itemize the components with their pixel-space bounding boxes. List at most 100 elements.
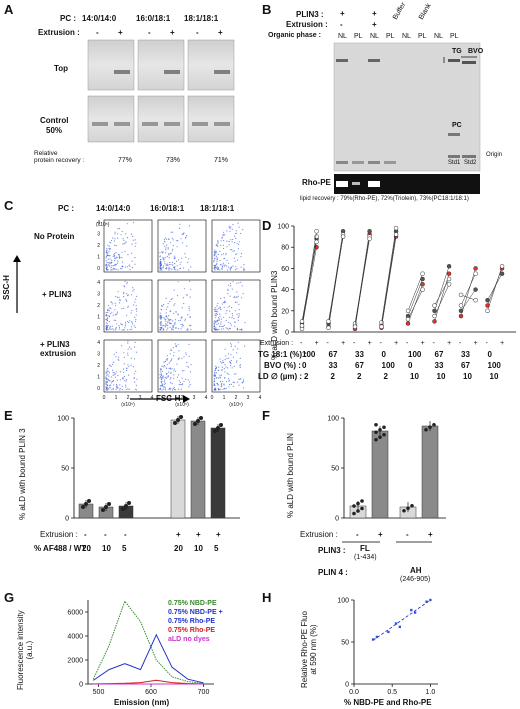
flow-event-dot bbox=[126, 281, 128, 283]
d-group-bvo: 100 bbox=[381, 361, 395, 370]
flow-event-dot bbox=[216, 267, 218, 269]
flow-event-dot bbox=[228, 383, 231, 386]
f-data-point bbox=[378, 435, 382, 440]
flow-event-dot bbox=[161, 325, 163, 327]
b-std2-label: Std2 bbox=[464, 160, 477, 166]
flow-event-dot bbox=[242, 269, 245, 271]
flow-event-dot bbox=[106, 380, 108, 383]
flow-event-dot bbox=[105, 386, 107, 388]
flow-event-dot bbox=[112, 314, 114, 316]
flow-event-dot bbox=[219, 307, 221, 309]
c-y-tick: 4 bbox=[97, 220, 100, 226]
f-data-point bbox=[406, 506, 410, 511]
flow-event-dot bbox=[125, 386, 127, 388]
flow-event-dot bbox=[229, 305, 231, 307]
flow-event-dot bbox=[117, 260, 119, 262]
d-point-minus bbox=[352, 324, 358, 329]
flow-event-dot bbox=[134, 301, 136, 303]
h-fit-line bbox=[372, 599, 431, 641]
flow-event-dot bbox=[236, 328, 238, 330]
flow-event-dot bbox=[115, 263, 117, 265]
flow-event-dot bbox=[171, 237, 173, 239]
d-ext-minus: - bbox=[353, 340, 356, 347]
flow-event-dot bbox=[181, 326, 183, 328]
flow-event-dot bbox=[107, 269, 109, 271]
flow-event-dot bbox=[123, 352, 125, 354]
d-point-minus bbox=[405, 308, 411, 314]
flow-event-dot bbox=[230, 226, 232, 228]
flow-event-dot bbox=[216, 329, 218, 331]
d-point-minus bbox=[485, 308, 490, 314]
flow-event-dot bbox=[122, 371, 125, 373]
flow-event-dot bbox=[235, 266, 237, 268]
flow-event-dot bbox=[135, 298, 137, 300]
flow-event-dot bbox=[121, 251, 123, 253]
d-point-minus bbox=[485, 303, 490, 308]
c-x-tick: 4 bbox=[205, 395, 208, 401]
f-extrusion-value: + bbox=[428, 530, 433, 539]
flow-event-dot bbox=[222, 325, 224, 328]
flow-event-dot bbox=[121, 329, 123, 331]
flow-event-dot bbox=[238, 315, 240, 317]
flow-event-dot bbox=[160, 376, 162, 378]
flow-event-dot bbox=[230, 267, 232, 269]
e-ratio-value: 10 bbox=[194, 544, 203, 553]
flow-event-dot bbox=[183, 302, 185, 304]
flow-event-dot bbox=[226, 230, 228, 232]
flow-event-dot bbox=[172, 325, 174, 327]
flow-event-dot bbox=[234, 321, 236, 323]
flow-event-dot bbox=[238, 384, 240, 386]
flow-event-dot bbox=[238, 313, 240, 315]
flow-event-dot bbox=[227, 321, 230, 323]
flow-event-dot bbox=[164, 360, 166, 363]
flow-event-dot bbox=[173, 370, 175, 372]
flow-event-dot bbox=[231, 315, 234, 317]
d-pair-line bbox=[407, 278, 423, 317]
flow-event-dot bbox=[135, 242, 137, 244]
flow-event-dot bbox=[222, 361, 224, 363]
flow-event-dot bbox=[242, 380, 244, 382]
flow-event-dot bbox=[229, 295, 231, 297]
flow-event-dot bbox=[230, 365, 232, 367]
flow-plot-frame bbox=[103, 219, 153, 273]
flow-event-dot bbox=[213, 374, 215, 376]
flow-event-dot bbox=[122, 238, 124, 240]
flow-event-dot bbox=[161, 385, 163, 387]
flow-event-dot bbox=[179, 381, 181, 383]
flow-event-dot bbox=[223, 367, 225, 370]
flow-event-dot bbox=[169, 388, 171, 390]
d-point-minus bbox=[326, 319, 331, 324]
flow-event-dot bbox=[238, 226, 240, 228]
flow-event-dot bbox=[105, 383, 107, 385]
flow-event-dot bbox=[237, 248, 239, 250]
d-point-plus bbox=[367, 229, 372, 234]
d-pair-line bbox=[328, 236, 344, 322]
flow-event-dot bbox=[127, 305, 129, 307]
d-group-ld: 10 bbox=[489, 372, 499, 381]
flow-event-dot bbox=[163, 238, 165, 240]
flow-event-dot bbox=[159, 371, 161, 373]
flow-event-dot bbox=[107, 373, 109, 375]
d-pair-line bbox=[301, 241, 317, 322]
flow-event-dot bbox=[110, 307, 112, 309]
flow-event-dot bbox=[187, 314, 189, 316]
flow-event-dot bbox=[165, 320, 167, 322]
flow-event-dot bbox=[159, 267, 161, 269]
flow-event-dot bbox=[172, 320, 174, 322]
flow-event-dot bbox=[213, 378, 215, 380]
flow-event-dot bbox=[133, 289, 135, 291]
c-x-tick: 0 bbox=[157, 395, 160, 401]
flow-event-dot bbox=[188, 381, 191, 383]
flow-event-dot bbox=[106, 386, 108, 389]
flow-event-dot bbox=[171, 329, 173, 331]
flow-event-dot bbox=[133, 221, 135, 224]
flow-event-dot bbox=[180, 323, 182, 325]
b-phase-1: NL bbox=[338, 33, 347, 40]
d-y-tick-label: 60 bbox=[281, 266, 289, 273]
d-point-plus bbox=[473, 297, 478, 303]
flow-event-dot bbox=[119, 257, 121, 259]
b-phase-6: PL bbox=[418, 33, 427, 40]
b-extrusion-label: Extrusion : bbox=[286, 20, 328, 29]
d-group-ld: 2 bbox=[304, 372, 309, 381]
